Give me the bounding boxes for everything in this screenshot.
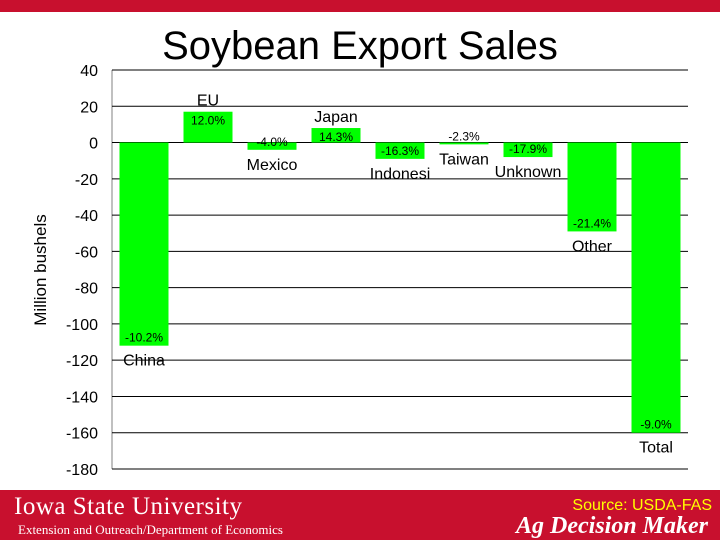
y-tick-label: -180 <box>66 462 98 479</box>
bar <box>567 142 617 232</box>
bar-pct-label: 12.0% <box>191 114 225 128</box>
category-label: China <box>123 353 165 370</box>
bar-chart: 40 20 0 -20 -40 -60 -80 -100 -120 -140 -160 -180 -1… <box>31 63 688 479</box>
y-tick-label: 20 <box>80 99 98 116</box>
bar <box>375 142 425 159</box>
source-note: Source: USDA-FAS <box>572 497 712 514</box>
y-tick-label: -80 <box>75 281 98 298</box>
bar-pct-label: -9.0% <box>640 418 672 432</box>
bar <box>503 142 553 158</box>
category-label: Unknown <box>495 164 562 181</box>
department-subtitle: Extension and Outreach/Department of Eco… <box>18 522 283 537</box>
bar <box>311 128 361 143</box>
bar-pct-label: -16.3% <box>381 144 419 158</box>
y-tick-label: -40 <box>75 208 98 225</box>
category-label: Taiwan <box>439 151 489 168</box>
bar <box>439 142 489 145</box>
bar-pct-label: -2.3% <box>448 129 480 143</box>
category-label: Other <box>572 238 613 255</box>
bar-labels: -10.2% China 12.0% EU -4.0% Mexico 14.3% Japan -… <box>123 93 673 457</box>
y-tick-label: 0 <box>89 136 98 153</box>
slide-title: Soybean Export Sales <box>162 24 558 68</box>
bar <box>119 142 169 346</box>
brand-logo-text: Ag Decision Maker <box>516 513 708 539</box>
y-axis-ticks: 40 20 0 -20 -40 -60 -80 -100 -120 -140 -160 -180 <box>66 63 98 479</box>
bar-pct-label: -21.4% <box>573 216 611 230</box>
footer-bar: Iowa State University Extension and Outr… <box>0 490 720 540</box>
bar-pct-label: -4.0% <box>256 135 288 149</box>
y-tick-label: -140 <box>66 389 98 406</box>
top-accent-bar <box>0 0 720 12</box>
y-tick-label: 40 <box>80 63 98 80</box>
y-tick-label: -20 <box>75 172 98 189</box>
bar <box>247 142 297 150</box>
y-tick-label: -60 <box>75 244 98 261</box>
y-tick-label: -120 <box>66 353 98 370</box>
category-label: Total <box>639 440 673 457</box>
category-label: Indonesi <box>370 166 431 183</box>
grid-lines <box>111 69 688 470</box>
bar <box>631 142 681 433</box>
bar <box>183 111 233 143</box>
y-tick-label: -100 <box>66 317 98 334</box>
bar-pct-label: -10.2% <box>125 331 163 345</box>
bars <box>119 111 681 433</box>
category-label: EU <box>197 93 219 110</box>
y-tick-label: -160 <box>66 426 98 443</box>
category-label: Japan <box>314 109 358 126</box>
bar-pct-label: -17.9% <box>509 142 547 156</box>
y-axis-label: Million bushels <box>31 214 50 326</box>
bar-pct-label: 14.3% <box>319 130 353 144</box>
category-label: Mexico <box>247 157 298 174</box>
university-logo-text: Iowa State University <box>14 493 243 520</box>
